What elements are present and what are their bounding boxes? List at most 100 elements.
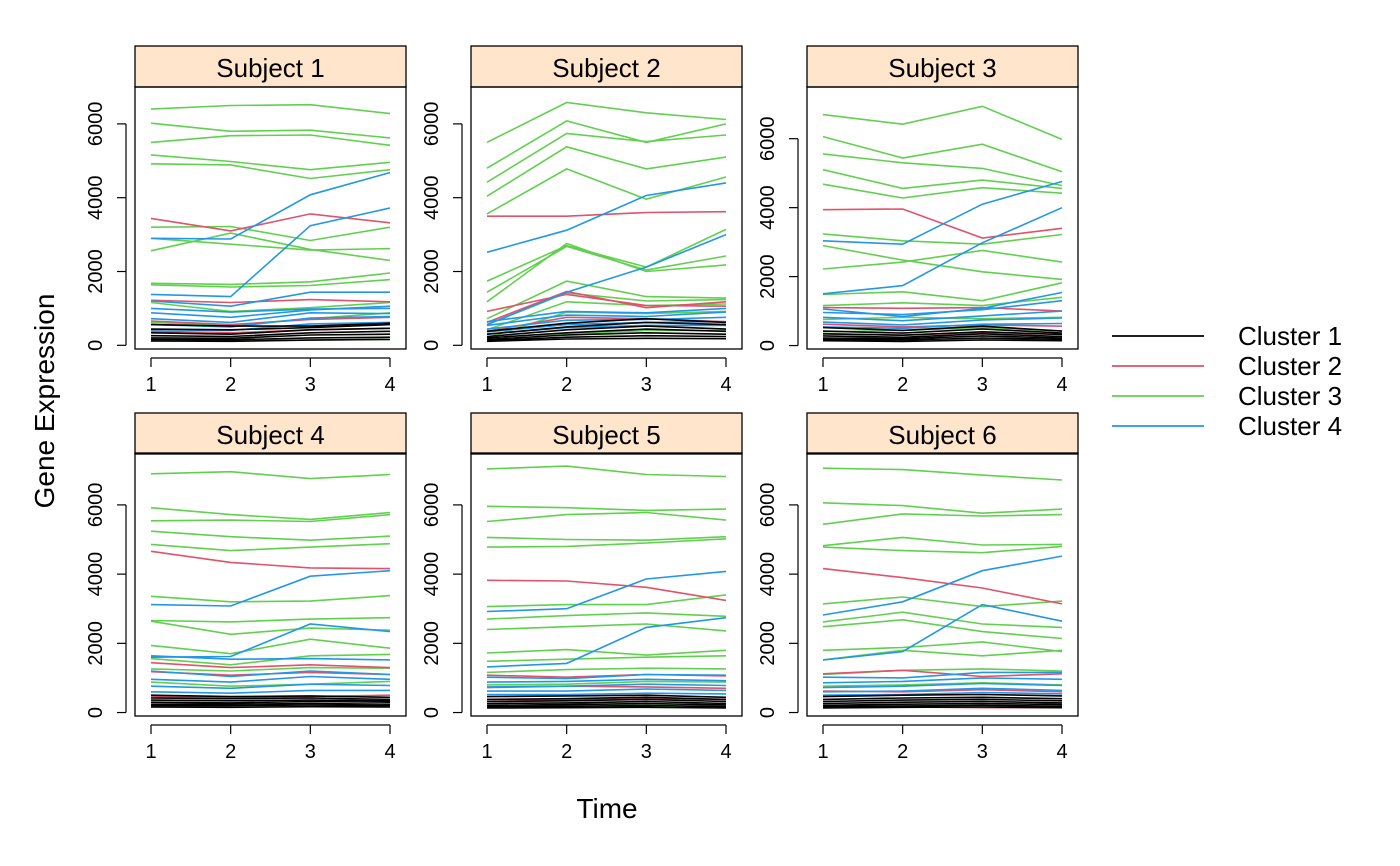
series-group — [486, 465, 727, 709]
series-line-cluster-1 — [486, 337, 727, 343]
series-line-cluster-3 — [150, 232, 391, 262]
series-line-cluster-3 — [486, 612, 727, 620]
series-line-cluster-1 — [486, 698, 727, 703]
series-line-cluster-1 — [150, 323, 391, 331]
series-line-cluster-3 — [150, 470, 391, 480]
series-line-cluster-4 — [150, 683, 391, 690]
panel-subject-4: Subject 4 1 2 3 4 0 2000 4000 6000 — [85, 412, 407, 763]
y-tick-label: 0 — [421, 707, 443, 718]
series-line-cluster-3 — [486, 648, 727, 656]
x-tick-label: 2 — [897, 374, 908, 396]
panel-title: Subject 3 — [888, 53, 996, 83]
series-line-cluster-3 — [486, 132, 727, 183]
series-line-cluster-1 — [151, 704, 391, 707]
panel-subject-2: Subject 2 1 2 3 4 0 2000 4000 6000 — [421, 45, 743, 396]
panel-strip — [470, 412, 743, 455]
series-line-cluster-1 — [822, 325, 1063, 332]
series-line-cluster-4 — [150, 207, 391, 298]
series-line-cluster-4 — [150, 305, 391, 319]
series-line-cluster-3 — [822, 618, 1063, 640]
series-line-cluster-2 — [150, 213, 391, 232]
panel-border — [806, 452, 1079, 717]
series-line-cluster-1 — [822, 332, 1063, 339]
series-group — [150, 470, 391, 709]
series-line-cluster-3 — [822, 183, 1063, 199]
panel-border — [134, 452, 407, 717]
series-line-cluster-4 — [486, 673, 727, 680]
series-line-cluster-3 — [486, 242, 727, 303]
legend-entry-cluster-2: Cluster 2 — [1112, 351, 1342, 381]
series-line-cluster-4 — [822, 682, 1063, 689]
series-line-cluster-1 — [822, 337, 1063, 341]
series-line-cluster-3 — [486, 535, 727, 542]
series-line-cluster-1 — [150, 338, 391, 343]
series-line-cluster-3 — [486, 168, 727, 215]
y-tick-label: 2000 — [757, 254, 779, 299]
panel-strip — [134, 45, 407, 88]
series-line-cluster-1 — [822, 339, 1063, 343]
series-line-cluster-4 — [487, 688, 727, 692]
series-line-cluster-3 — [486, 594, 727, 608]
series-line-cluster-1 — [150, 694, 391, 699]
series-line-cluster-2 — [150, 550, 391, 570]
series-line-cluster-1 — [486, 317, 727, 333]
series-line-cluster-4 — [486, 678, 727, 683]
series-line-cluster-4 — [150, 655, 391, 661]
series-line-cluster-4 — [150, 569, 391, 607]
panel-subject-1: Subject 1 1 2 3 4 0 2000 4000 6000 — [85, 45, 407, 396]
series-line-cluster-4 — [150, 171, 391, 240]
panel-border — [134, 86, 407, 350]
series-line-cluster-2 — [487, 210, 727, 217]
series-line-cluster-1 — [822, 696, 1063, 701]
panel-title: Subject 6 — [888, 420, 996, 450]
y-tick-label: 0 — [85, 707, 107, 718]
series-line-cluster-1 — [486, 325, 727, 338]
panel-border — [806, 86, 1079, 350]
series-line-cluster-4 — [822, 687, 1063, 693]
series-line-cluster-3 — [486, 667, 727, 674]
series-line-cluster-1 — [150, 700, 391, 704]
x-tick-label: 3 — [641, 374, 652, 396]
series-line-cluster-1 — [486, 696, 727, 701]
series-group — [486, 101, 727, 343]
panel-strip — [134, 412, 407, 455]
series-line-cluster-3 — [822, 641, 1063, 653]
x-tick-label: 1 — [817, 741, 828, 763]
series-line-cluster-2 — [822, 669, 1063, 678]
series-line-cluster-3 — [486, 511, 727, 523]
series-line-cluster-4 — [486, 307, 727, 323]
series-line-cluster-2 — [822, 306, 1063, 312]
series-line-cluster-3 — [150, 620, 391, 636]
x-tick-label: 3 — [641, 741, 652, 763]
series-line-cluster-3 — [150, 134, 391, 147]
series-line-cluster-4 — [486, 320, 727, 333]
series-line-cluster-1 — [150, 333, 391, 340]
series-line-cluster-3 — [150, 506, 391, 521]
panel-strip — [806, 412, 1079, 455]
series-line-cluster-1 — [486, 328, 727, 339]
series-line-cluster-4 — [487, 692, 727, 696]
series-line-cluster-3 — [150, 653, 391, 666]
x-tick-label: 4 — [1056, 741, 1067, 763]
series-line-cluster-3 — [822, 282, 1063, 302]
series-line-cluster-3 — [486, 655, 727, 663]
series-group — [822, 467, 1063, 709]
series-line-cluster-4 — [822, 671, 1062, 679]
series-line-cluster-4 — [486, 616, 727, 668]
series-line-cluster-3 — [822, 296, 1063, 307]
series-line-cluster-3 — [822, 233, 1063, 246]
y-tick-label: 6000 — [421, 102, 443, 146]
series-line-cluster-4 — [822, 299, 1063, 316]
y-tick-label: 6000 — [421, 483, 443, 528]
series-line-cluster-3 — [486, 228, 727, 282]
panel-border — [470, 86, 743, 350]
series-line-cluster-3 — [822, 467, 1063, 481]
series-line-cluster-3 — [486, 101, 727, 144]
panel-strip — [470, 45, 743, 88]
series-line-cluster-4 — [822, 180, 1063, 246]
series-line-cluster-1 — [822, 330, 1063, 337]
series-line-cluster-1 — [150, 322, 391, 327]
series-line-cluster-2 — [486, 579, 727, 602]
series-line-cluster-1 — [822, 698, 1063, 703]
x-tick-label: 4 — [384, 374, 395, 396]
